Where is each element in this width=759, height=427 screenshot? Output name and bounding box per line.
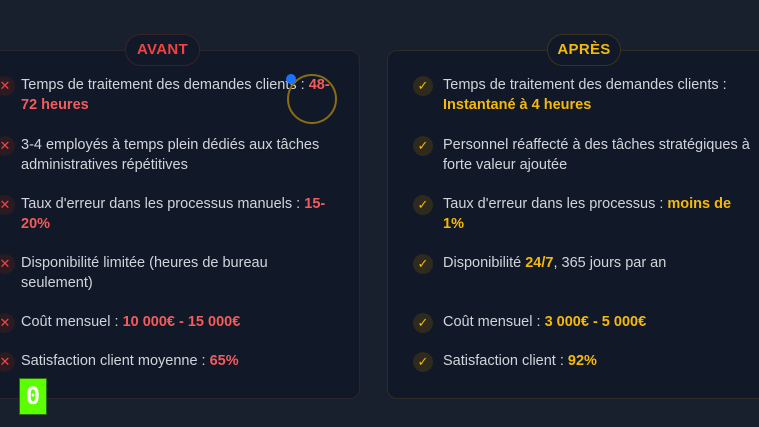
x-icon: ✕ <box>0 136 15 156</box>
x-icon: ✕ <box>0 352 15 372</box>
item-text: Temps de traitement des demandes clients… <box>443 77 727 93</box>
check-icon: ✓ <box>413 136 433 156</box>
avant-list-item: ✕ 3-4 employés à temps plein dédiés aux t… <box>0 136 331 175</box>
check-icon: ✓ <box>413 352 433 372</box>
apres-list-item: ✓ Taux d'erreur dans les processus : moin… <box>413 195 753 234</box>
annotation-marker: 0 <box>19 378 47 415</box>
item-highlight: 3 000€ - 5 000€ <box>544 314 647 330</box>
item-text: Coût mensuel : <box>21 314 123 330</box>
avant-list-item: ✕ Coût mensuel : 10 000€ - 15 000€ <box>0 313 331 333</box>
x-icon: ✕ <box>0 313 15 333</box>
item-text: Taux d'erreur dans les processus manuels… <box>21 196 305 212</box>
item-highlight: 65% <box>209 353 239 369</box>
item-highlight: 10 000€ - 15 000€ <box>122 314 241 330</box>
item-text: Satisfaction client : <box>443 353 568 369</box>
item-text: Disponibilité limitée (heures de bureau … <box>21 255 268 291</box>
x-icon: ✕ <box>0 76 15 96</box>
avant-list-item: ✕ Disponibilité limitée (heures de bureau… <box>0 254 331 293</box>
apres-card <box>387 50 759 399</box>
item-text-after: , 365 jours par an <box>553 255 667 271</box>
item-text: Taux d'erreur dans les processus : <box>443 196 668 212</box>
apres-list-item: ✓ Coût mensuel : 3 000€ - 5 000€ <box>413 313 753 333</box>
avant-badge: AVANT <box>125 34 200 66</box>
avant-list-item: ✕ Taux d'erreur dans les processus manuel… <box>0 195 331 234</box>
apres-list-item: ✓ Personnel réaffecté à des tâches straté… <box>413 136 753 175</box>
avant-list-item: ✕ Satisfaction client moyenne : 65% <box>0 352 331 372</box>
x-icon: ✕ <box>0 254 15 274</box>
item-text: Coût mensuel : <box>443 314 545 330</box>
apres-list-item: ✓ Disponibilité 24/7, 365 jours par an <box>413 254 753 274</box>
item-text: 3-4 employés à temps plein dédiés aux tâ… <box>21 137 320 173</box>
item-highlight: 15-20% <box>21 196 326 232</box>
cursor-ring-indicator <box>287 74 337 124</box>
apres-badge: APRÈS <box>547 34 621 66</box>
item-highlight: 92% <box>567 353 597 369</box>
item-text: Satisfaction client moyenne : <box>21 353 210 369</box>
item-highlight: moins de 1% <box>443 196 732 232</box>
item-text: Temps de traitement des demandes clients… <box>21 77 309 93</box>
apres-list-item: ✓ Temps de traitement des demandes client… <box>413 76 753 115</box>
cursor-dot-indicator <box>286 74 296 84</box>
item-text: Disponibilité <box>443 255 526 271</box>
check-icon: ✓ <box>413 195 433 215</box>
x-icon: ✕ <box>0 195 15 215</box>
item-highlight: 24/7 <box>525 255 554 271</box>
item-highlight: Instantané à 4 heures <box>443 96 592 113</box>
check-icon: ✓ <box>413 313 433 333</box>
apres-list-item: ✓ Satisfaction client : 92% <box>413 352 753 372</box>
check-icon: ✓ <box>413 254 433 274</box>
check-icon: ✓ <box>413 76 433 96</box>
item-text: Personnel réaffecté à des tâches stratég… <box>443 137 750 173</box>
avant-list-item: ✕ Temps de traitement des demandes client… <box>0 76 331 115</box>
